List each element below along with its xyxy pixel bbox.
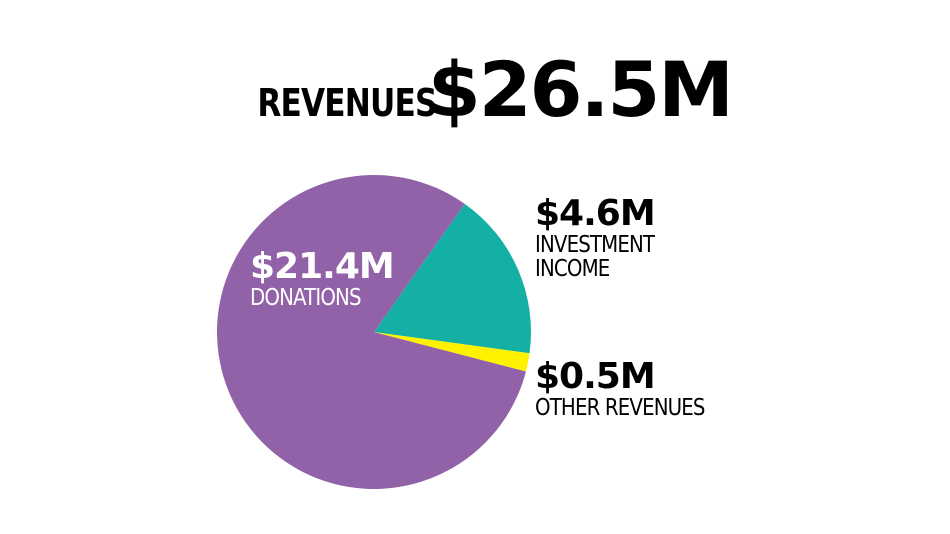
investment-label: $4.6M INVESTMENT INCOME (535, 195, 674, 281)
pie-slice-donations (216, 175, 526, 490)
investment-name-line2: INCOME (535, 255, 610, 282)
donations-label: $21.4M DONATIONS (250, 246, 395, 311)
title-caption: REVENUES (257, 81, 437, 125)
investment-amount: $4.6M (535, 193, 656, 234)
other-name: OTHER REVENUES (535, 394, 705, 421)
donations-name: DONATIONS (250, 284, 362, 311)
donations-amount: $21.4M (250, 246, 395, 287)
chart-title: REVENUES $26.5M (0, 52, 950, 128)
other-amount: $0.5M (535, 356, 656, 397)
other-label: $0.5M OTHER REVENUES (535, 358, 732, 420)
pie-slice-other-revenues (374, 332, 530, 372)
pie-slice-investment-income (374, 203, 531, 354)
title-total: $26.5M (427, 45, 734, 134)
investment-name-line1: INVESTMENT (535, 231, 655, 258)
